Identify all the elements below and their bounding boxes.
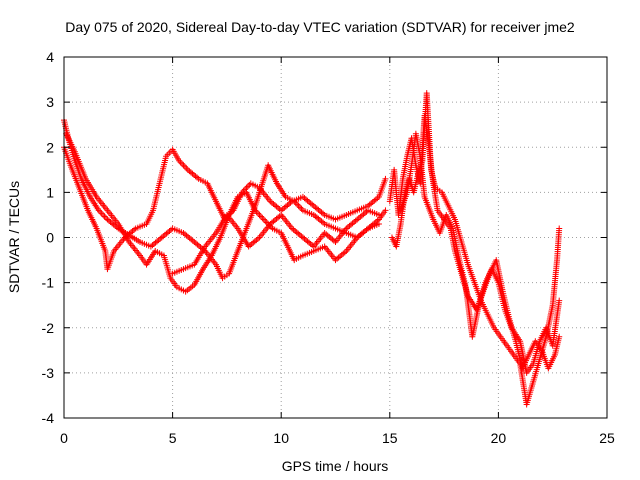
chart-title: Day 075 of 2020, Sidereal Day-to-day VTE… (65, 19, 575, 35)
data-point-marker (556, 333, 563, 340)
x-tick-label: 5 (169, 430, 177, 446)
y-tick-label: 2 (46, 139, 54, 155)
x-tick-label: 0 (60, 430, 68, 446)
data-point-marker (375, 220, 382, 227)
data-point-marker (382, 207, 389, 214)
data-point-marker (556, 225, 563, 232)
data-points (61, 90, 563, 408)
y-axis-label: SDTVAR / TECUs (6, 181, 22, 293)
x-tick-label: 20 (491, 430, 507, 446)
y-tick-label: 3 (46, 94, 54, 110)
y-tick-label: -1 (42, 275, 55, 291)
data-point-marker (375, 211, 382, 218)
y-tick-label: 0 (46, 230, 54, 246)
y-tick-label: 1 (46, 184, 54, 200)
y-axis-ticks: -4 -3 -2 -1 0 1 2 3 4 (42, 49, 607, 426)
x-tick-label: 25 (599, 430, 615, 446)
y-tick-label: -4 (42, 410, 55, 426)
x-tick-label: 15 (382, 430, 398, 446)
data-point-marker (556, 297, 563, 304)
x-axis-ticks: 0 5 10 15 20 25 (60, 57, 615, 446)
data-point-marker (382, 175, 389, 182)
y-tick-label: -2 (42, 320, 55, 336)
x-axis-label: GPS time / hours (282, 458, 389, 474)
x-tick-label: 10 (273, 430, 289, 446)
y-tick-label: -3 (42, 365, 55, 381)
y-tick-label: 4 (46, 49, 54, 65)
